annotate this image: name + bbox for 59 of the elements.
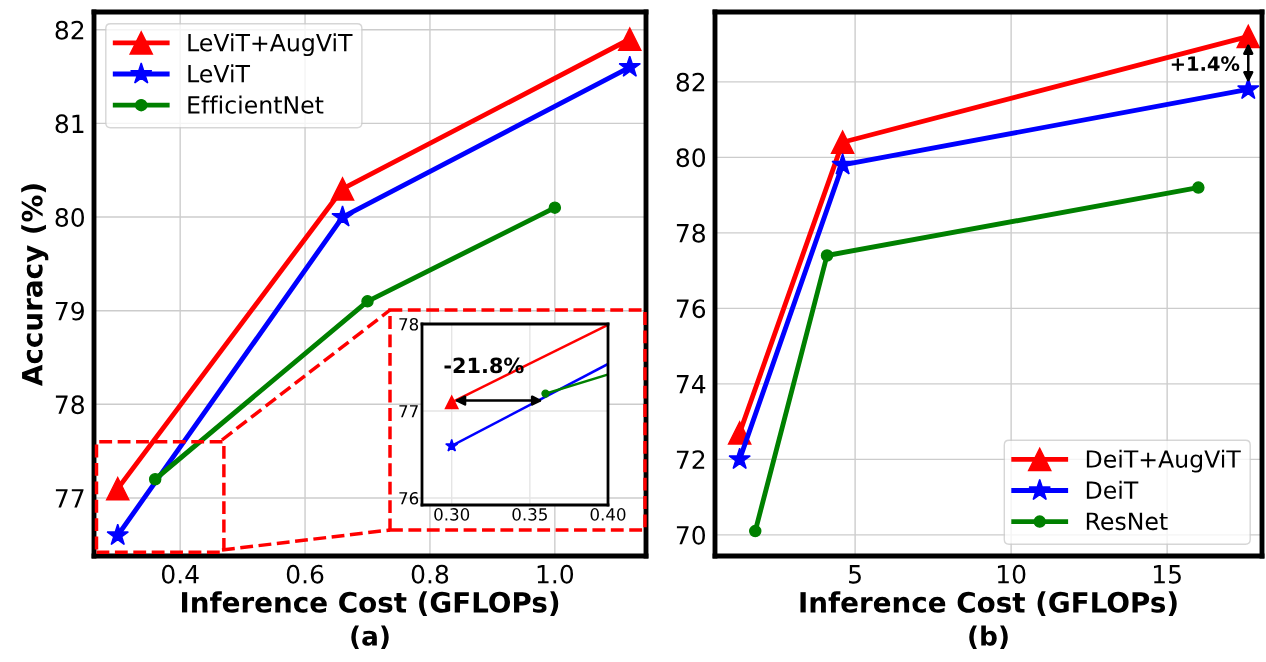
point xyxy=(831,153,854,175)
legend-label: ResNet xyxy=(1086,512,1168,531)
point xyxy=(541,389,550,398)
point xyxy=(330,177,355,201)
y-tick-label: 76 xyxy=(399,492,419,505)
legend-label: EfficientNet xyxy=(188,95,324,114)
point xyxy=(1192,181,1205,194)
point xyxy=(820,249,834,262)
y-tick-label: 70 xyxy=(676,525,706,545)
x-tick-label: 15 xyxy=(1153,565,1181,584)
annotation: +1.4% xyxy=(1171,56,1240,72)
y-tick-label: 82 xyxy=(676,72,705,92)
y-tick-label: 74 xyxy=(676,375,706,394)
point xyxy=(444,395,459,410)
y-tick-label: 78 xyxy=(676,223,705,243)
text: (a) xyxy=(351,625,389,649)
y-tick-label: 80 xyxy=(676,148,706,168)
x-tick-label: 10 xyxy=(997,564,1026,584)
point xyxy=(548,201,562,214)
y-tick-label: 81 xyxy=(55,114,84,134)
point xyxy=(148,472,162,486)
x-tick-label: 0.35 xyxy=(512,508,547,521)
y-tick-label: 72 xyxy=(676,450,705,469)
y-tick-label: 82 xyxy=(55,20,84,40)
point xyxy=(445,438,459,452)
y-tick-label: 78 xyxy=(399,317,419,331)
point xyxy=(331,205,354,227)
annotation: -21.8% xyxy=(444,357,524,374)
legend-label: DeiT+AugViT xyxy=(1086,449,1241,473)
x-axis-title: Inference Cost (GFLOPs) xyxy=(800,591,1177,617)
point xyxy=(1237,77,1260,100)
legend-label: LeViT xyxy=(188,64,251,83)
y-tick-label: 76 xyxy=(676,299,706,319)
x-tick-label: 1.0 xyxy=(537,564,574,584)
point xyxy=(1236,24,1261,49)
legend-label: LeViT+AugViT xyxy=(188,33,353,57)
y-tick-label: 77 xyxy=(55,489,84,508)
legend-label: DeiT xyxy=(1086,480,1139,500)
point xyxy=(617,27,642,51)
y-tick-label: 77 xyxy=(399,405,418,418)
point xyxy=(618,55,642,77)
point xyxy=(728,447,751,470)
point xyxy=(106,523,129,546)
point xyxy=(361,295,374,308)
y-tick-label: 78 xyxy=(55,395,84,415)
point xyxy=(749,524,762,538)
x-tick-label: 0.8 xyxy=(411,564,449,584)
point xyxy=(830,130,855,155)
x-tick-label: 0.4 xyxy=(161,564,199,584)
text: (b) xyxy=(969,625,1008,649)
x-tick-label: 0.30 xyxy=(434,508,470,521)
x-axis-title: Inference Cost (GFLOPs) xyxy=(181,591,559,617)
y-axis-title: Accuracy (%) xyxy=(21,184,49,386)
y-tick-label: 80 xyxy=(55,208,85,227)
x-tick-label: 0.40 xyxy=(590,508,626,521)
y-tick-label: 79 xyxy=(55,301,84,321)
point xyxy=(105,476,130,501)
x-tick-label: 5 xyxy=(849,565,861,584)
x-tick-label: 0.6 xyxy=(286,564,324,584)
